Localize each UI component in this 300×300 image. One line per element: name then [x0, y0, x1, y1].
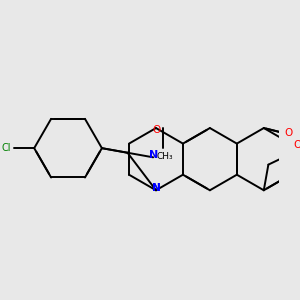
- Text: O: O: [152, 125, 160, 135]
- Text: N: N: [152, 183, 160, 194]
- Text: O: O: [293, 140, 300, 150]
- Text: CH₃: CH₃: [157, 152, 173, 161]
- Text: Cl: Cl: [2, 143, 11, 153]
- Text: N: N: [152, 183, 160, 194]
- Text: O: O: [285, 128, 293, 138]
- Text: N: N: [148, 151, 158, 160]
